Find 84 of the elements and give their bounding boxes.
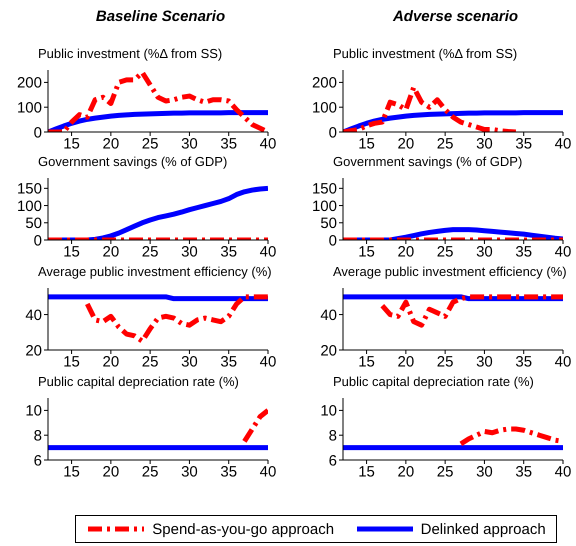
x-tick-label: 25 — [142, 244, 158, 261]
x-tick-label: 20 — [398, 464, 414, 481]
x-tick-label: 30 — [476, 464, 493, 481]
x-tick-label: 15 — [63, 354, 80, 371]
x-tick-label: 15 — [63, 244, 80, 261]
x-tick-label: 35 — [220, 464, 238, 481]
x-tick-label: 40 — [260, 464, 276, 481]
x-tick-label: 40 — [554, 244, 572, 261]
chart-title: Government savings (% of GDP) — [333, 154, 524, 169]
x-tick-label: 25 — [436, 136, 454, 153]
x-tick-label: 40 — [554, 464, 572, 481]
y-tick-label: 10 — [320, 402, 337, 420]
x-tick-label: 15 — [358, 136, 375, 153]
x-tick-label: 20 — [398, 244, 414, 261]
y-tick-label: 50 — [320, 215, 337, 232]
x-tick-label: 30 — [476, 244, 493, 261]
legend-label: Spend-as-you-go approach — [152, 520, 334, 538]
x-tick-label: 35 — [220, 244, 238, 261]
x-tick-label: 15 — [63, 136, 80, 153]
x-tick-label: 25 — [142, 136, 158, 153]
y-tick-label: 150 — [312, 180, 337, 198]
x-tick-label: 30 — [181, 136, 198, 153]
x-tick-label: 40 — [260, 354, 276, 371]
y-tick-label: 20 — [25, 342, 42, 360]
x-tick-label: 40 — [554, 354, 572, 371]
x-tick-label: 40 — [554, 136, 572, 153]
y-tick-label: 100 — [16, 100, 42, 117]
legend-label: Delinked approach — [420, 520, 546, 538]
y-tick-label: 0 — [328, 232, 337, 250]
x-tick-label: 30 — [181, 354, 198, 371]
x-tick-label: 20 — [102, 464, 120, 481]
x-tick-label: 25 — [142, 354, 158, 371]
x-tick-label: 40 — [260, 244, 276, 261]
y-tick-label: 200 — [312, 74, 337, 92]
x-tick-label: 15 — [63, 464, 80, 481]
y-tick-label: 10 — [25, 402, 42, 420]
y-tick-label: 8 — [34, 428, 42, 445]
x-tick-label: 15 — [358, 464, 375, 481]
chart-title: Baseline Scenario — [94, 8, 226, 25]
x-tick-label: 15 — [358, 244, 375, 261]
x-tick-label: 25 — [436, 464, 454, 481]
chart-title: Public capital depreciation rate (%) — [38, 374, 240, 389]
y-tick-label: 50 — [25, 215, 42, 232]
x-tick-label: 20 — [398, 136, 414, 153]
y-tick-label: 0 — [328, 124, 337, 142]
x-tick-label: 25 — [142, 464, 158, 481]
y-tick-label: 6 — [34, 452, 42, 470]
chart-title: Average public investment efficiency (%) — [333, 264, 568, 279]
y-tick-label: 20 — [320, 342, 337, 360]
x-tick-label: 20 — [102, 136, 120, 153]
y-tick-label: 0 — [34, 124, 42, 142]
chart-title: Public capital depreciation rate (%) — [333, 374, 535, 389]
y-tick-label: 100 — [16, 198, 42, 215]
y-tick-label: 150 — [16, 180, 42, 198]
y-tick-label: 40 — [25, 306, 42, 324]
y-tick-label: 8 — [328, 428, 337, 445]
x-tick-label: 30 — [476, 136, 493, 153]
x-tick-label: 25 — [436, 244, 454, 261]
x-tick-label: 30 — [476, 354, 493, 371]
chart-title: Average public investment efficiency (%) — [38, 264, 273, 279]
x-tick-label: 15 — [358, 354, 375, 371]
x-tick-label: 35 — [220, 136, 238, 153]
y-tick-label: 100 — [312, 198, 337, 215]
chart-title: Government savings (% of GDP) — [38, 154, 228, 169]
x-tick-label: 25 — [436, 354, 454, 371]
x-tick-label: 40 — [260, 136, 276, 153]
x-tick-label: 35 — [515, 354, 532, 371]
x-tick-label: 35 — [515, 244, 532, 261]
y-tick-label: 6 — [328, 452, 337, 470]
y-tick-label: 40 — [320, 306, 337, 324]
x-tick-label: 30 — [181, 464, 198, 481]
x-tick-label: 20 — [102, 354, 120, 371]
chart-subtitle: Public investment (%Δ from SS) — [333, 46, 518, 61]
x-tick-label: 30 — [181, 244, 198, 261]
x-tick-label: 20 — [102, 244, 120, 261]
x-tick-label: 35 — [220, 354, 238, 371]
y-tick-label: 100 — [312, 100, 337, 117]
y-tick-label: 0 — [34, 232, 42, 250]
x-tick-label: 35 — [515, 136, 532, 153]
chart-subtitle: Public investment (%Δ from SS) — [38, 46, 224, 61]
x-tick-label: 20 — [398, 354, 414, 371]
x-tick-label: 35 — [515, 464, 532, 481]
y-tick-label: 200 — [16, 74, 42, 92]
chart-title: Adverse scenario — [392, 8, 520, 25]
